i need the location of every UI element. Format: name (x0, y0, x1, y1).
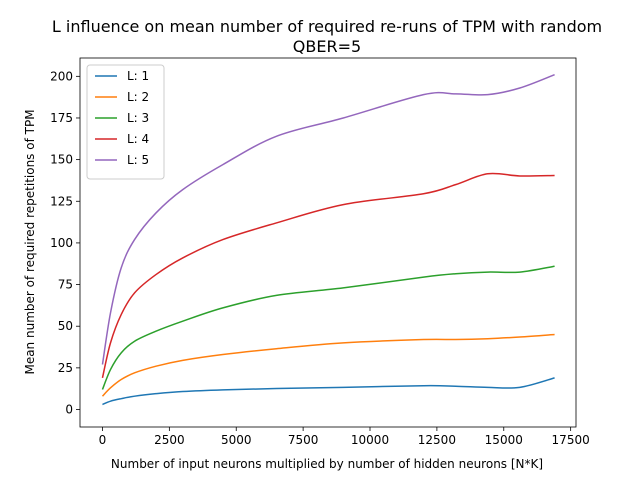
y-tick-label: 125 (50, 194, 73, 208)
plot-area (101, 73, 555, 406)
legend-label-1: L: 1 (127, 69, 149, 83)
x-tick-label: 17500 (552, 433, 590, 447)
x-tick-label: 10000 (351, 433, 389, 447)
legend-box (86, 64, 165, 180)
axes: 0 2500 5000 7500 10000 12500 15000 17500 0 25 50 75… (50, 57, 590, 447)
y-tick-label: 25 (58, 361, 73, 375)
series-line-5 (101, 73, 555, 365)
axes-frame (79, 57, 577, 428)
series-line-3 (101, 265, 555, 390)
y-tick-label: 0 (65, 403, 73, 417)
y-tick-label: 100 (50, 236, 73, 250)
x-tick-label: 5000 (221, 433, 252, 447)
x-tick-label: 15000 (485, 433, 523, 447)
series-line-1 (102, 377, 555, 406)
legend-label-3: L: 3 (127, 111, 149, 125)
x-axis-label: Number of input neurons multiplied by nu… (111, 457, 543, 471)
x-tick-label: 12500 (418, 433, 456, 447)
chart-title-line-1: L influence on mean number of required r… (52, 17, 602, 36)
y-tick-label: 50 (58, 319, 73, 333)
x-tick-label: 7500 (288, 433, 319, 447)
x-tick-label: 0 (99, 433, 107, 447)
y-tick-label: 150 (50, 153, 73, 167)
chart-title-line-2: QBER=5 (293, 37, 361, 56)
series-line-4 (101, 172, 555, 379)
y-tick-label: 200 (50, 69, 73, 83)
series-line-2 (101, 333, 555, 397)
y-tick-label: 175 (50, 111, 73, 125)
y-tick-label: 75 (58, 278, 73, 292)
legend-label-4: L: 4 (127, 132, 149, 146)
y-axis-label: Mean number of required repetitions of T… (23, 109, 37, 374)
legend-label-2: L: 2 (127, 90, 149, 104)
x-tick-label: 2500 (154, 433, 185, 447)
legend: L: 1 L: 2 L: 3 L: 4 L: 5 (86, 64, 165, 180)
legend-label-5: L: 5 (127, 153, 149, 167)
